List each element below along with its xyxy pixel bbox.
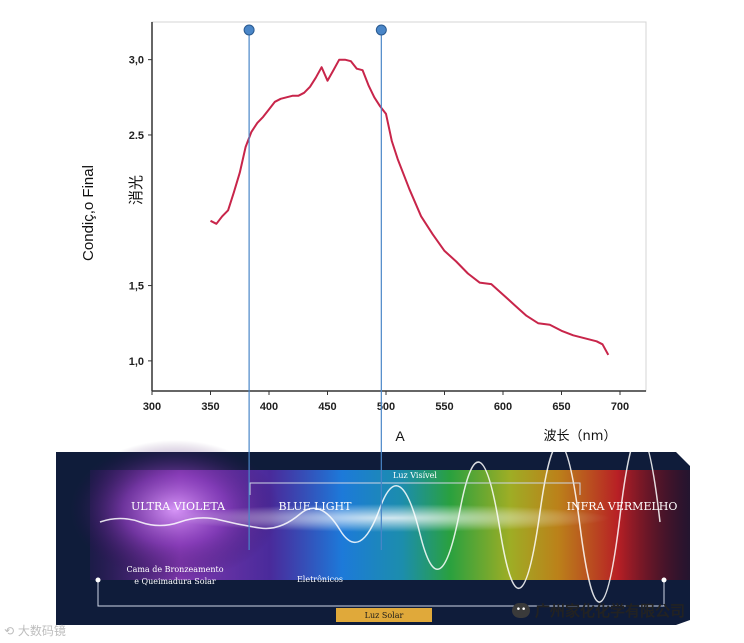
- luz-solar-right-dot: [661, 577, 667, 583]
- y-axis-label-secondary: 消光: [127, 175, 145, 205]
- x-tick-label: 350: [201, 401, 219, 413]
- watermark-logo-icon: ⟲: [4, 624, 15, 638]
- luz-visivel-bracket: [249, 482, 581, 495]
- x-ticks: 300 350 400 450 500 550 600 650 700: [143, 391, 629, 413]
- uv-glow: [70, 440, 280, 580]
- spectrum-highlight: [170, 504, 610, 532]
- x-axis-label: 波长（nm）: [544, 429, 617, 444]
- spectrum-banner: Luz Visível ULTRA VIOLETA BLUE LIGHT INF…: [56, 433, 690, 625]
- series-line: [210, 58, 610, 356]
- blue-light-label: BLUE LIGHT: [279, 500, 353, 513]
- y-ticks: 1,0 1,5 2.5 3,0: [129, 55, 152, 368]
- y-tick-label: 3,0: [129, 55, 144, 67]
- y-tick-label: 1,0: [129, 356, 144, 368]
- company-name: 广州家化化学有限公司: [535, 602, 686, 620]
- luz-solar-box: [336, 608, 432, 622]
- company-watermark: •• 广州家化化学有限公司: [512, 600, 685, 621]
- x-tick-label: 650: [552, 401, 570, 413]
- luz-visivel-label: Luz Visível: [393, 471, 437, 480]
- x-tick-label: 450: [318, 401, 336, 413]
- infra-vermelho-label: INFRA VERMELHO: [567, 500, 678, 513]
- x-tick-label: 550: [435, 401, 453, 413]
- luz-solar-label: Luz Solar: [365, 611, 404, 620]
- x-tick-label: 300: [143, 401, 161, 413]
- x-tick-label: 400: [260, 401, 278, 413]
- x-axis-label-a: A: [395, 428, 405, 444]
- cama-bronzeamento-label-1: Cama de Bronzeamento: [126, 565, 223, 574]
- wechat-icon: ••: [512, 603, 530, 618]
- marker-lines: [243, 24, 387, 550]
- luz-solar-bracket: [97, 580, 665, 607]
- y-tick-label: 2.5: [129, 130, 144, 142]
- watermark-left-text: 大数码镜: [17, 624, 66, 638]
- x-tick-label: 700: [611, 401, 629, 413]
- luz-solar-left-dot: [95, 577, 101, 583]
- watermark-left: ⟲ 大数码镜: [4, 622, 66, 639]
- x-tick-label: 600: [494, 401, 512, 413]
- wave-line: [99, 433, 661, 603]
- cama-bronzeamento-label-2: e Queimadura Solar: [134, 577, 216, 586]
- x-tick-label: 500: [377, 401, 395, 413]
- marker-dot: [375, 24, 387, 36]
- y-tick-label: 1,5: [129, 281, 144, 293]
- eletronicos-label: Eletrônicos: [297, 575, 343, 584]
- ultra-violeta-label: ULTRA VIOLETA: [131, 500, 226, 513]
- y-axis-label: Condiç,o Final: [80, 165, 97, 261]
- marker-dot: [243, 24, 255, 36]
